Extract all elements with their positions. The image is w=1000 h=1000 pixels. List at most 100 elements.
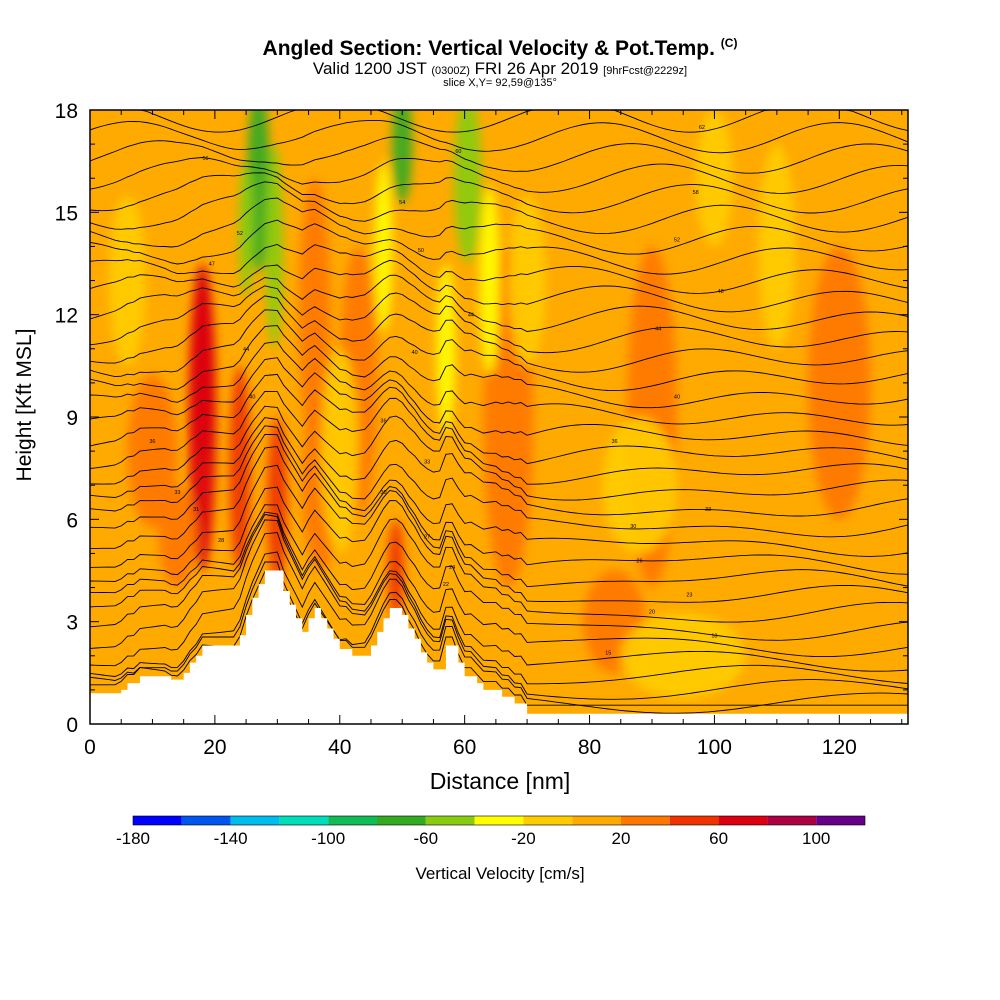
contour-label: 40: [412, 350, 418, 356]
contour-label: 40: [674, 395, 680, 401]
x-tick-label: 40: [328, 736, 351, 759]
contour-label: 30: [380, 490, 386, 496]
x-tick-label: 100: [697, 736, 732, 759]
velocity-cell: [508, 195, 546, 366]
contour-label: 15: [605, 650, 611, 656]
contour-label: 36: [611, 439, 617, 445]
contour-label: 33: [424, 459, 430, 465]
x-tick-label: 60: [453, 736, 476, 759]
theta-contour: [90, 511, 908, 641]
contour-labels: 56 52 47 44 40 36 33 31 28 60 54 50 44 40 36 33 30 27 24 22…: [149, 125, 723, 656]
velocity-cell: [479, 186, 500, 375]
theta-contour: [90, 136, 908, 174]
theta-contour: [90, 561, 908, 706]
theta-contour: [90, 295, 908, 373]
theta-contour: [90, 405, 908, 501]
colorbar: -180 -140 -100 -60 -20 20 60 100: [116, 815, 866, 848]
y-tick-label: 15: [55, 202, 78, 225]
theta-contour: [90, 274, 908, 332]
contour-label: 48: [718, 289, 724, 295]
theta-contour: [90, 244, 908, 294]
x-tick-label: 80: [578, 736, 601, 759]
theta-contour: [90, 486, 908, 603]
x-tick-label: 120: [822, 736, 857, 759]
y-axis-label-box: Height [Kft MSL]: [10, 300, 40, 510]
theta-contours: [90, 110, 908, 714]
theta-contour: [90, 181, 908, 235]
terrain: [90, 570, 908, 724]
contour-label: 50: [418, 248, 424, 254]
theta-contour: [90, 446, 908, 575]
colorbar-frame: [132, 815, 866, 826]
colorbar-segment: [718, 816, 768, 825]
theta-contour: [90, 341, 908, 426]
contour-label: 27: [424, 534, 430, 540]
colorbar-segment: [572, 816, 621, 825]
theta-contour: [90, 551, 908, 700]
colorbar-tick-label: -180: [116, 829, 150, 848]
x-axis-label: Distance [nm]: [429, 768, 571, 794]
theta-contour: [90, 197, 908, 255]
contour-label: 28: [218, 538, 224, 544]
colorbar-segment: [621, 816, 670, 825]
contour-label: 56: [202, 156, 208, 162]
colorbar-segment: [328, 816, 377, 825]
contour-label: 36: [149, 439, 155, 445]
colorbar-segment: [425, 816, 475, 825]
velocity-cell: [158, 485, 197, 588]
colorbar-segment: [523, 816, 573, 825]
theta-contour: [90, 219, 908, 275]
colorbar-tick-label: -20: [511, 829, 536, 848]
colorbar-segment: [816, 816, 865, 825]
contour-label: 22: [443, 582, 449, 588]
theta-contour: [90, 325, 908, 409]
velocity-cell: [321, 348, 359, 554]
contour-label: 33: [174, 490, 180, 496]
colorbar-segment: [279, 816, 329, 825]
contour-label: 44: [655, 326, 661, 332]
velocity-cell: [127, 374, 178, 528]
theta-contour: [90, 514, 908, 658]
contour-label: 47: [209, 262, 215, 268]
theta-contour: [90, 391, 908, 485]
chart-title: Angled Section: Vertical Velocity & Pot.…: [0, 36, 1000, 61]
colorbar-label: Vertical Velocity [cm/s]: [415, 864, 585, 883]
title-unit: (C): [720, 36, 738, 50]
theta-contour: [90, 417, 908, 517]
colorbar-tick-label: 100: [802, 829, 830, 848]
colorbar-tick-label: -60: [414, 829, 439, 848]
contour-label: 31: [193, 507, 199, 513]
velocity-cell: [392, 110, 413, 204]
contour-label: 60: [455, 149, 461, 155]
velocity-cell: [695, 110, 734, 247]
axes: 0 20 40 60 80 100 120 0 36 9 12 15 18: [55, 100, 908, 759]
velocity-cell: [620, 613, 746, 699]
theta-contour: [90, 425, 908, 538]
theta-contour: [90, 464, 908, 588]
y-tick-label: 9: [66, 407, 78, 430]
theta-contour: [90, 119, 908, 154]
valid-date: FRI 26 Apr 2019: [474, 59, 599, 78]
theta-contour: [90, 110, 908, 133]
theta-contour: [90, 259, 908, 313]
colorbar-segment: [133, 816, 182, 825]
contour-label: 52: [674, 238, 680, 244]
colorbar-tick-label: -140: [214, 829, 248, 848]
colorbar-segment: [474, 816, 524, 825]
colorbar-segment: [181, 816, 231, 825]
contour-label: 23: [686, 592, 692, 598]
x-tick-label: 0: [84, 736, 96, 759]
contour-label: 33: [705, 507, 711, 513]
theta-contour: [90, 532, 908, 685]
colorbar-segment: [669, 816, 719, 825]
slice-info: slice X,Y= 92,59@135°: [443, 77, 557, 89]
contour-label: 58: [693, 190, 699, 196]
colorbar-tick-label: 20: [612, 829, 631, 848]
y-tick-label: 0: [66, 714, 78, 737]
x-tick-label: 20: [203, 736, 226, 759]
velocity-cell: [108, 195, 147, 366]
y-tick-label: 18: [55, 100, 78, 123]
y-tick-label: 12: [55, 305, 78, 328]
contour-label: 44: [243, 347, 249, 353]
